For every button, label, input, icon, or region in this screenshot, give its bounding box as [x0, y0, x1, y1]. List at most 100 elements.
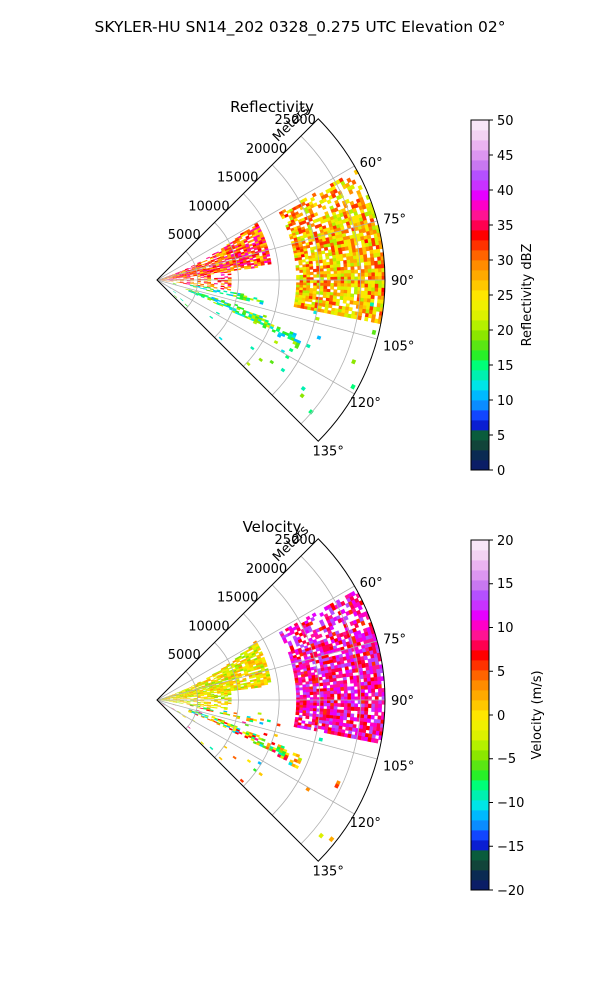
echo-cell	[203, 698, 208, 700]
echo-cell	[189, 692, 194, 694]
echo-cell	[321, 720, 327, 725]
echo-cell	[224, 247, 229, 250]
echo-cell	[248, 315, 253, 319]
echo-cell	[230, 689, 235, 692]
echo-cell	[340, 273, 345, 278]
echo-cell	[182, 694, 187, 696]
echo-cell	[203, 288, 207, 290]
echo-cell	[215, 684, 220, 687]
echo-cell	[213, 720, 218, 724]
echo-cell	[245, 648, 251, 653]
echo-cell	[311, 675, 316, 679]
echo-cell	[182, 272, 187, 275]
echo-cell	[175, 693, 180, 695]
echo-cell	[339, 716, 344, 721]
echo-cell	[182, 273, 187, 275]
echo-cell	[323, 691, 328, 695]
echo-cell	[234, 731, 239, 735]
echo-cell	[302, 712, 307, 717]
echo-cell	[213, 287, 218, 289]
echo-cell	[200, 261, 205, 264]
figure-suptitle: SKYLER-HU SN14_202 0328_0.275 UTC Elevat…	[95, 18, 506, 37]
echo-cell	[239, 247, 244, 251]
echo-cell	[159, 699, 164, 700]
echo-cell	[283, 639, 288, 644]
echo-cell	[189, 271, 193, 273]
echo-cell	[295, 231, 300, 236]
echo-cell	[295, 687, 300, 691]
echo-cell	[219, 673, 224, 676]
echo-cell	[223, 287, 228, 289]
echo-cell	[305, 298, 310, 302]
echo-cell	[344, 693, 348, 698]
echo-cell	[207, 274, 211, 276]
echo-cell	[361, 696, 365, 701]
echo-cell	[242, 247, 247, 251]
echo-cell	[340, 732, 345, 737]
echo-cell	[199, 287, 204, 290]
echo-cell	[207, 679, 212, 682]
reflectivity-range-tick: 15000	[217, 171, 258, 186]
echo-cell	[249, 665, 254, 669]
echo-cell	[183, 695, 187, 697]
colorbar-band	[471, 880, 489, 891]
echo-cell	[351, 215, 356, 221]
echo-cell	[366, 677, 371, 683]
echo-cell	[350, 383, 356, 390]
echo-cell	[346, 293, 351, 298]
echo-cell	[326, 660, 331, 665]
echo-cell	[290, 337, 295, 342]
echo-cell	[220, 720, 225, 724]
echo-cell	[301, 676, 306, 680]
echo-cell	[369, 230, 374, 236]
echo-cell	[348, 189, 354, 195]
echo-cell	[223, 665, 228, 669]
echo-cell	[258, 317, 263, 321]
echo-cell	[179, 275, 184, 277]
echo-cell	[323, 729, 329, 734]
echo-cell	[344, 648, 349, 654]
echo-cell	[333, 267, 338, 272]
echo-cell	[299, 702, 304, 706]
echo-cell	[330, 703, 335, 707]
echo-cell	[190, 695, 194, 697]
echo-cell	[345, 669, 350, 674]
echo-cell	[166, 277, 170, 279]
echo-cell	[333, 731, 339, 736]
echo-cell	[343, 680, 348, 685]
echo-cell	[302, 269, 307, 273]
echo-cell	[371, 329, 377, 335]
echo-cell	[335, 257, 341, 262]
echo-cell	[209, 315, 214, 319]
echo-cell	[176, 697, 181, 699]
echo-cell	[306, 244, 311, 249]
echo-cell	[176, 278, 181, 280]
echo-cell	[378, 280, 383, 285]
echo-cell	[210, 698, 215, 700]
echo-cell	[206, 267, 210, 270]
echo-cell	[209, 267, 214, 269]
echo-cell	[305, 293, 310, 297]
echo-cell	[325, 634, 331, 639]
echo-cell	[190, 281, 194, 283]
echo-cell	[255, 232, 260, 237]
echo-cell	[256, 236, 262, 240]
echo-cell	[228, 246, 232, 250]
echo-cell	[256, 656, 262, 660]
echo-cell	[323, 288, 328, 293]
echo-cell	[364, 272, 369, 277]
echo-cell	[364, 239, 369, 244]
echo-cell	[301, 297, 306, 302]
echo-cell	[283, 756, 288, 761]
echo-cell	[360, 224, 366, 230]
echo-cell	[244, 243, 250, 247]
echo-cell	[242, 665, 247, 669]
echo-cell	[354, 689, 358, 694]
echo-cell	[262, 745, 267, 749]
echo-cell	[210, 719, 215, 722]
echo-cell	[204, 294, 209, 297]
echo-cell	[199, 692, 204, 695]
echo-cell	[207, 278, 212, 280]
echo-cell	[210, 679, 215, 682]
echo-cell	[363, 257, 368, 263]
